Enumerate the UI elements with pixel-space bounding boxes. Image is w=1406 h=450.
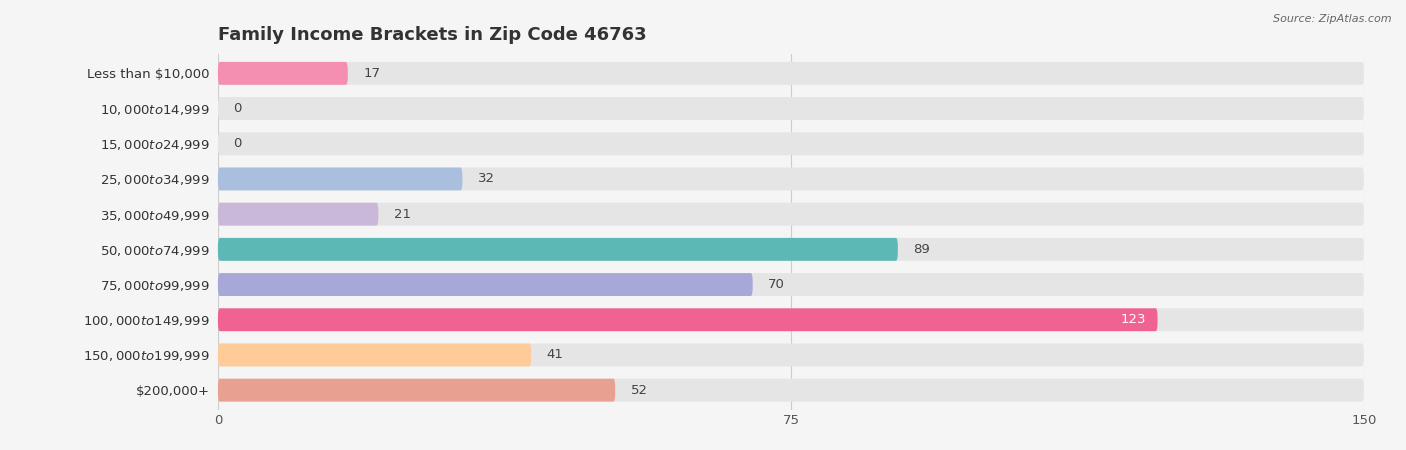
FancyBboxPatch shape (218, 308, 1157, 331)
Text: 89: 89 (912, 243, 929, 256)
FancyBboxPatch shape (218, 167, 1364, 190)
FancyBboxPatch shape (218, 97, 1364, 120)
Text: 123: 123 (1121, 313, 1146, 326)
Text: 41: 41 (547, 348, 564, 361)
Text: 17: 17 (363, 67, 380, 80)
FancyBboxPatch shape (218, 343, 1364, 366)
FancyBboxPatch shape (218, 343, 531, 366)
Text: 52: 52 (630, 384, 647, 396)
Text: Source: ZipAtlas.com: Source: ZipAtlas.com (1274, 14, 1392, 23)
FancyBboxPatch shape (218, 132, 1364, 155)
FancyBboxPatch shape (218, 379, 1364, 401)
Text: 0: 0 (233, 102, 242, 115)
FancyBboxPatch shape (218, 238, 1364, 261)
FancyBboxPatch shape (218, 62, 347, 85)
FancyBboxPatch shape (218, 238, 898, 261)
Text: 32: 32 (478, 172, 495, 185)
FancyBboxPatch shape (218, 202, 378, 225)
FancyBboxPatch shape (218, 273, 1364, 296)
FancyBboxPatch shape (218, 202, 1364, 225)
FancyBboxPatch shape (218, 62, 1364, 85)
Text: 70: 70 (768, 278, 785, 291)
Text: 21: 21 (394, 207, 411, 220)
FancyBboxPatch shape (218, 167, 463, 190)
Text: Family Income Brackets in Zip Code 46763: Family Income Brackets in Zip Code 46763 (218, 26, 647, 44)
FancyBboxPatch shape (218, 308, 1364, 331)
Text: 0: 0 (233, 137, 242, 150)
FancyBboxPatch shape (218, 379, 616, 401)
FancyBboxPatch shape (218, 273, 752, 296)
